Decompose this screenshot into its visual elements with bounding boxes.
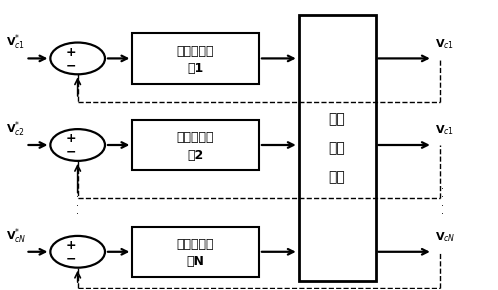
Text: $\mathbf{V}_{c1}^{*}$: $\mathbf{V}_{c1}^{*}$ xyxy=(5,33,25,52)
Bar xyxy=(132,33,259,84)
Text: +: + xyxy=(66,239,76,252)
Text: .
.
.
.: . . . . xyxy=(441,181,444,216)
Text: +: + xyxy=(66,46,76,59)
Text: +: + xyxy=(66,133,76,146)
Bar xyxy=(132,120,259,170)
Text: 器1: 器1 xyxy=(187,62,204,75)
Circle shape xyxy=(50,43,105,74)
Bar xyxy=(299,15,375,281)
Text: $\mathbf{V}_{c2}^{*}$: $\mathbf{V}_{c2}^{*}$ xyxy=(5,119,25,139)
Text: 馈线: 馈线 xyxy=(329,141,346,155)
Text: 自稳定控制: 自稳定控制 xyxy=(177,131,214,144)
Text: 自稳定控制: 自稳定控制 xyxy=(177,45,214,58)
Text: $\mathbf{V}_{c1}$: $\mathbf{V}_{c1}$ xyxy=(435,124,455,137)
Text: 系统: 系统 xyxy=(329,170,346,184)
Text: 配网: 配网 xyxy=(329,112,346,126)
Text: $\mathbf{V}_{cN}$: $\mathbf{V}_{cN}$ xyxy=(435,231,456,244)
Text: 器2: 器2 xyxy=(187,148,204,162)
Bar xyxy=(132,226,259,277)
Circle shape xyxy=(50,129,105,161)
Text: 器N: 器N xyxy=(187,255,205,268)
Text: $\mathbf{V}_{c1}$: $\mathbf{V}_{c1}$ xyxy=(435,37,455,51)
Text: −: − xyxy=(66,252,76,265)
Circle shape xyxy=(50,236,105,268)
Text: .
.
.
.: . . . . xyxy=(76,181,79,216)
Text: $\mathbf{V}_{cN}^{*}$: $\mathbf{V}_{cN}^{*}$ xyxy=(5,226,26,246)
Text: −: − xyxy=(66,59,76,72)
Text: −: − xyxy=(66,146,76,159)
Text: 自稳定控制: 自稳定控制 xyxy=(177,238,214,251)
